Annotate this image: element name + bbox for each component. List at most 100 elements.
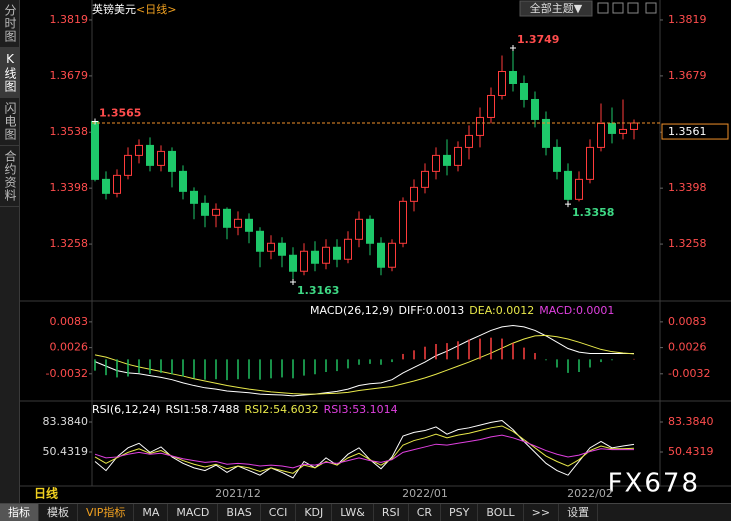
y-tick-label-right: 0.0026: [668, 341, 707, 354]
candle-body: [498, 71, 506, 96]
candle-body: [91, 120, 99, 180]
chart-title: 英镑美元<日线>: [92, 2, 176, 16]
bottom-tab[interactable]: MA: [134, 504, 169, 521]
icon[interactable]: [612, 2, 624, 14]
candle-body: [465, 134, 473, 148]
bottom-tab[interactable]: CR: [409, 504, 442, 521]
y-tick-label-right: -0.0032: [668, 367, 710, 380]
bottom-tabs: 指标 模板 VIP指标 MA MACD BIAS CCI KDJ LW& RSI CR PSY BOLL…: [0, 503, 731, 521]
candle-body: [245, 218, 253, 232]
candle-body: [553, 146, 561, 172]
candle-body: [124, 154, 132, 176]
y-tick-label-right: 1.3258: [668, 237, 707, 250]
candle-body: [223, 208, 231, 228]
bottom-tab[interactable]: 模板: [39, 504, 78, 521]
candle-body: [234, 218, 242, 228]
y-tick-label: 1.3258: [50, 237, 89, 250]
candle-body: [201, 202, 209, 216]
candle-body: [377, 242, 385, 268]
y-tick-label-right: 1.3679: [668, 69, 707, 82]
bottom-tab[interactable]: BIAS: [218, 504, 261, 521]
sidebar-tab[interactable]: 合约资料: [0, 146, 19, 207]
candle-body: [564, 170, 572, 200]
indicator-line: [94, 324, 634, 397]
y-tick-label: 1.3819: [50, 13, 89, 26]
icon[interactable]: [597, 2, 609, 14]
bottom-tab[interactable]: KDJ: [296, 504, 333, 521]
last-price-box: [661, 123, 729, 140]
annotation-marker: [565, 201, 571, 208]
annotation: 1.3163: [297, 284, 339, 297]
candle-body: [542, 118, 550, 148]
candle-body: [300, 250, 308, 272]
candle-body: [421, 170, 429, 188]
chart-area: 英镑美元<日线> 全部主题▼ MACD(26,12,9) DIFF:0.0013 D…: [20, 0, 731, 503]
last-price-label: 1.3561: [668, 125, 707, 138]
indicator-line: [94, 425, 635, 474]
annotation-marker: [290, 279, 296, 286]
theme-button-label[interactable]: 全部主题▼: [530, 1, 583, 15]
candle-body: [333, 246, 341, 260]
x-tick-label: 2021/12: [215, 487, 261, 500]
bottom-tab[interactable]: MACD: [168, 504, 219, 521]
indicator-line: [94, 434, 635, 469]
icon[interactable]: [645, 2, 657, 14]
annotation: 1.3565: [99, 106, 141, 119]
bottom-tab[interactable]: VIP指标: [78, 504, 135, 521]
annotation-marker: [510, 44, 516, 51]
annotation: 1.3358: [572, 206, 614, 219]
candle-body: [531, 98, 539, 120]
sidebar-tab[interactable]: 闪电图: [0, 98, 19, 146]
theme-button[interactable]: [519, 0, 593, 17]
y-tick-label: 1.3679: [50, 69, 89, 82]
candle-body: [520, 82, 528, 100]
macd-header: MACD(26,12,9) DIFF:0.0013 DEA:0.0012 MACD:0…: [310, 304, 614, 317]
candle-body: [190, 190, 198, 204]
x-tick-label: 2022/02: [567, 487, 613, 500]
y-tick-label-right: 0.0083: [668, 315, 707, 328]
candle-body: [344, 238, 352, 260]
sidebar-tab[interactable]: 分时图: [0, 0, 19, 48]
bottom-tab[interactable]: RSI: [374, 504, 409, 521]
y-tick-label: -0.0032: [46, 367, 88, 380]
candle-body: [487, 94, 495, 118]
candle-body: [278, 242, 286, 256]
sidebar: 分时图 K线图 闪电图 合约资料: [0, 0, 20, 503]
candle-body: [388, 242, 396, 268]
background: [20, 0, 731, 503]
bottom-tab[interactable]: 设置: [559, 504, 599, 521]
y-tick-label-right: 1.3819: [668, 13, 707, 26]
y-tick-label: 0.0026: [50, 341, 89, 354]
x-tick-label: 2022/01: [402, 487, 448, 500]
candle-body: [267, 242, 275, 252]
candle-body: [102, 178, 110, 194]
candle-body: [432, 154, 440, 172]
candle-body: [322, 246, 330, 264]
y-tick-label: 0.0083: [50, 315, 89, 328]
bottom-tab[interactable]: >>: [524, 504, 560, 521]
y-tick-label: 1.3398: [50, 181, 89, 194]
sidebar-tab[interactable]: K线图: [0, 48, 19, 98]
candle-body: [443, 154, 451, 166]
indicator-line: [94, 419, 635, 479]
candle-body: [366, 218, 374, 244]
candle-body: [168, 150, 176, 172]
bottom-tab[interactable]: LW&: [332, 504, 374, 521]
candle-body: [608, 122, 616, 134]
bottom-tab[interactable]: 指标: [0, 504, 39, 521]
candle-body: [509, 71, 517, 84]
bottom-tab[interactable]: PSY: [441, 504, 479, 521]
annotation: 1.3749: [517, 33, 559, 46]
icon[interactable]: [627, 2, 639, 14]
period-label: 日线: [34, 486, 58, 501]
candle-body: [575, 178, 583, 200]
rsi-header: RSI(6,12,24) RSI1:58.7488 RSI2:54.6032 RSI3…: [92, 403, 398, 416]
y-tick-label: 1.3538: [50, 125, 89, 138]
bottom-tab[interactable]: CCI: [261, 504, 297, 521]
candle-body: [135, 144, 143, 156]
bottom-tab[interactable]: BOLL: [478, 504, 524, 521]
candle-body: [586, 146, 594, 180]
candle-body: [630, 122, 638, 130]
candle-body: [597, 122, 605, 148]
